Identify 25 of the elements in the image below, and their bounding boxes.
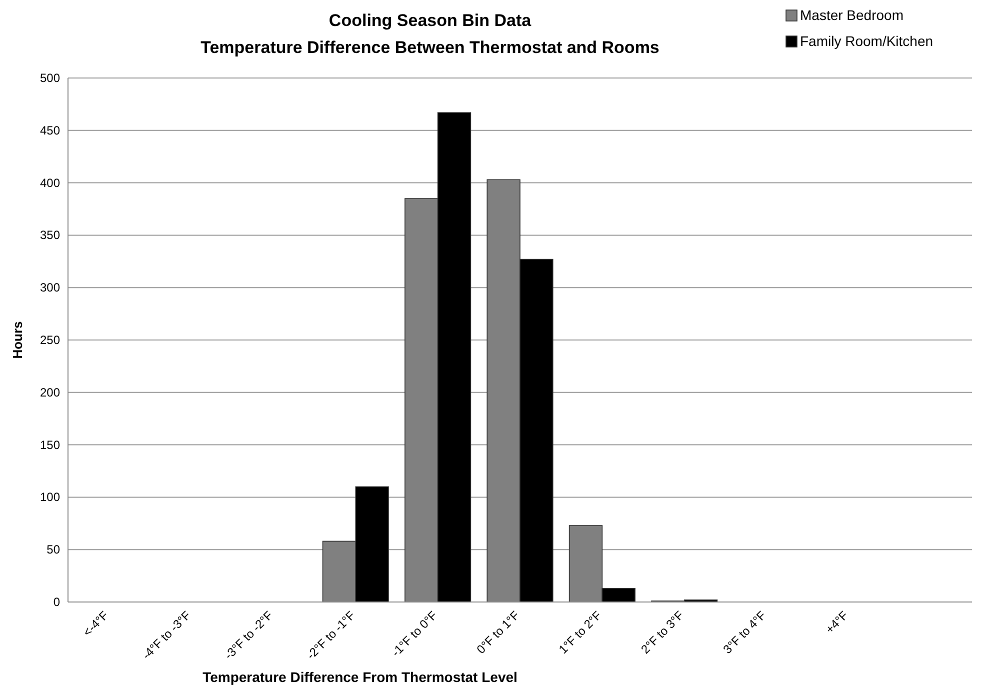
legend-label: Master Bedroom: [800, 7, 904, 23]
x-tick-label: 3°F to 4°F: [720, 608, 769, 657]
y-tick-label: 100: [40, 490, 60, 504]
legend-label: Family Room/Kitchen: [800, 33, 934, 49]
x-tick-label: 1°F to 2°F: [556, 608, 604, 657]
x-tick-label: -4°F to -3°F: [139, 608, 194, 662]
y-tick-label: 300: [40, 280, 60, 295]
x-tick-label: -3°F to -2°F: [222, 608, 276, 662]
y-tick-label: 500: [40, 71, 60, 85]
x-axis-title: Temperature Difference From Thermostat Level: [202, 669, 518, 685]
y-tick-label: 250: [40, 333, 60, 347]
y-tick-label: 0: [53, 595, 60, 609]
y-tick-label: 450: [40, 123, 60, 138]
y-tick-label: 350: [40, 228, 60, 242]
x-tick-label: 2°F to 3°F: [638, 608, 686, 657]
y-tick-label: 200: [40, 385, 60, 400]
x-tick-label: 0°F to 1°F: [474, 608, 522, 657]
x-tick-label: -1°F to 0°F: [388, 608, 440, 660]
y-axis-title: Hours: [10, 321, 25, 359]
chart-title: Cooling Season Bin Data: [328, 11, 532, 30]
chart-subtitle: Temperature Difference Between Thermostat and Rooms: [200, 38, 660, 57]
y-tick-label: 150: [40, 438, 60, 452]
y-tick-label: 400: [40, 176, 60, 190]
x-tick-label: -2°F to -1°F: [304, 608, 358, 662]
y-tick-label: 50: [46, 542, 60, 557]
